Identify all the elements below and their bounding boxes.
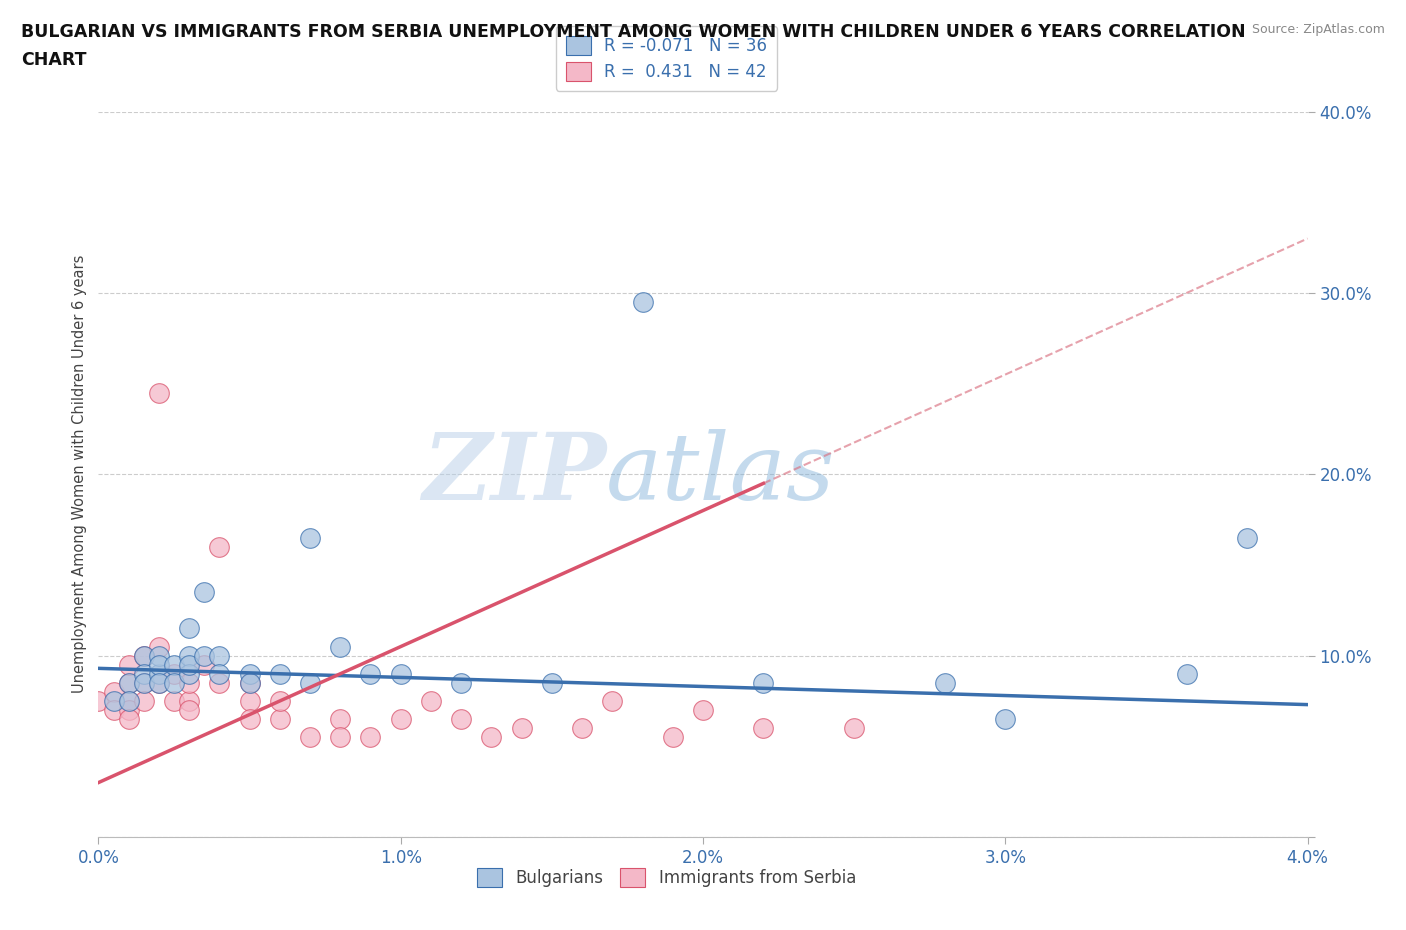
Point (389, 667, 412, 682)
Point (510, 721, 533, 736)
Point (132, 648, 155, 663)
Point (299, 530, 322, 545)
Point (179, 667, 201, 682)
Point (193, 585, 215, 600)
Point (118, 711, 141, 726)
Point (148, 675, 170, 690)
Point (132, 675, 155, 690)
Point (179, 621, 201, 636)
Text: CHART: CHART (21, 51, 87, 69)
Point (118, 658, 141, 672)
Point (193, 658, 215, 672)
Point (269, 667, 291, 682)
Point (103, 694, 125, 709)
Point (1175, 667, 1198, 682)
Point (329, 711, 352, 726)
Point (752, 721, 775, 736)
Text: ZIP: ZIP (422, 430, 606, 519)
Point (118, 703, 141, 718)
Point (360, 730, 382, 745)
Point (179, 675, 201, 690)
Point (208, 675, 231, 690)
Point (239, 667, 262, 682)
Point (87, 694, 110, 709)
Point (103, 684, 125, 699)
Point (118, 694, 141, 709)
Point (239, 675, 262, 690)
Point (148, 658, 170, 672)
Point (163, 675, 186, 690)
Point (299, 730, 322, 745)
Point (148, 385, 170, 400)
Point (193, 648, 215, 663)
Point (481, 730, 503, 745)
Text: Source: ZipAtlas.com: Source: ZipAtlas.com (1251, 23, 1385, 36)
Point (179, 703, 201, 718)
Point (299, 675, 322, 690)
Point (132, 648, 155, 663)
Point (179, 648, 201, 663)
Point (132, 667, 155, 682)
Point (450, 711, 472, 726)
Point (118, 675, 141, 690)
Point (179, 658, 201, 672)
Point (148, 675, 170, 690)
Point (540, 675, 562, 690)
Text: BULGARIAN VS IMMIGRANTS FROM SERBIA UNEMPLOYMENT AMONG WOMEN WITH CHILDREN UNDER: BULGARIAN VS IMMIGRANTS FROM SERBIA UNEM… (21, 23, 1246, 41)
Point (239, 694, 262, 709)
Point (360, 667, 382, 682)
Point (269, 711, 291, 726)
Point (329, 730, 352, 745)
Point (994, 711, 1017, 726)
Point (389, 711, 412, 726)
Point (269, 694, 291, 709)
Point (179, 694, 201, 709)
Point (844, 721, 866, 736)
Legend: Bulgarians, Immigrants from Serbia: Bulgarians, Immigrants from Serbia (471, 861, 863, 894)
Point (132, 675, 155, 690)
Point (208, 539, 231, 554)
Point (420, 694, 443, 709)
Point (631, 295, 654, 310)
Point (661, 730, 683, 745)
Point (602, 694, 624, 709)
Point (571, 721, 593, 736)
Point (329, 639, 352, 654)
Point (692, 703, 714, 718)
Point (239, 675, 262, 690)
Point (450, 675, 472, 690)
Point (208, 648, 231, 663)
Point (239, 711, 262, 726)
Point (148, 667, 170, 682)
Text: atlas: atlas (606, 430, 835, 519)
Point (163, 667, 186, 682)
Point (118, 675, 141, 690)
Point (163, 694, 186, 709)
Point (1236, 530, 1258, 545)
Point (934, 675, 956, 690)
Point (103, 703, 125, 718)
Point (132, 694, 155, 709)
Point (752, 675, 775, 690)
Point (118, 694, 141, 709)
Point (208, 667, 231, 682)
Point (148, 648, 170, 663)
Y-axis label: Unemployment Among Women with Children Under 6 years: Unemployment Among Women with Children U… (72, 255, 87, 694)
Point (163, 658, 186, 672)
Point (148, 639, 170, 654)
